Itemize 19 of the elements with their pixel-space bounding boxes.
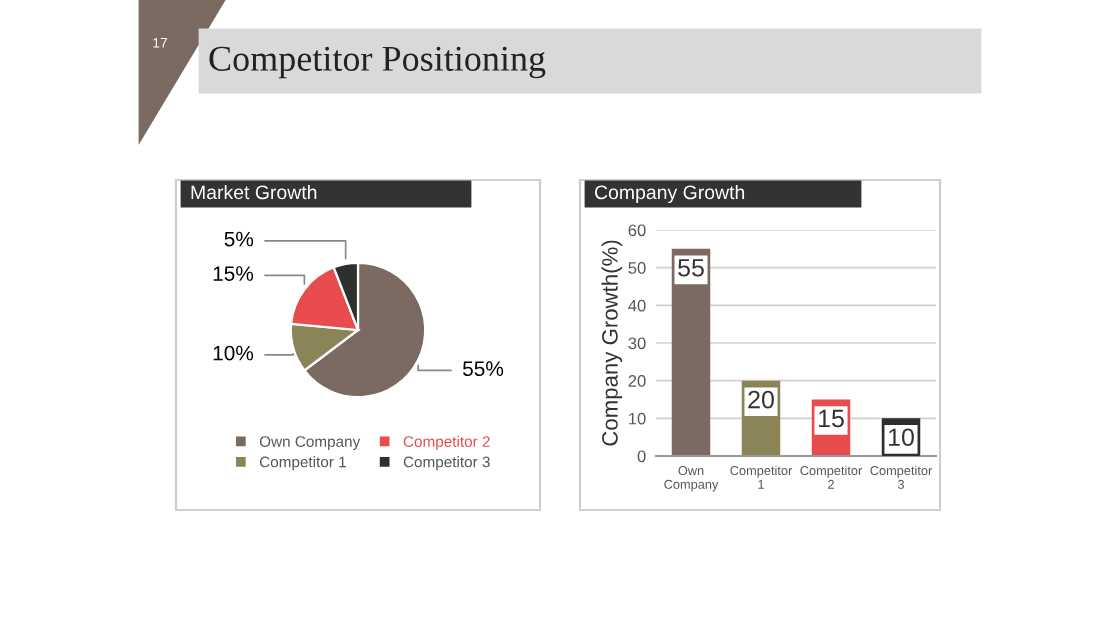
data-label: 15	[819, 409, 844, 428]
data-label: 5%	[224, 231, 254, 247]
chart-title: Company Growth	[594, 184, 745, 204]
chart-title: Market Growth	[191, 184, 317, 200]
y-axis-title: Company Growth(%)	[601, 240, 623, 446]
data-label: 55	[678, 259, 704, 277]
y-tick-label: 10	[629, 412, 646, 425]
y-tick-label: 50	[628, 262, 646, 274]
data-label: 15%	[213, 266, 254, 281]
data-label: 10%	[213, 345, 254, 361]
data-label: 10	[889, 428, 914, 447]
y-tick-label: 20	[628, 375, 646, 387]
data-label: 20	[748, 390, 774, 409]
y-tick-label: 40	[628, 299, 646, 312]
y-tick-label: 60	[628, 224, 646, 237]
y-tick-label: 0	[637, 450, 646, 463]
text: Competitor Positioning	[209, 46, 546, 79]
y-tick-label: 30	[628, 337, 646, 350]
data-label: 55%	[462, 361, 504, 377]
